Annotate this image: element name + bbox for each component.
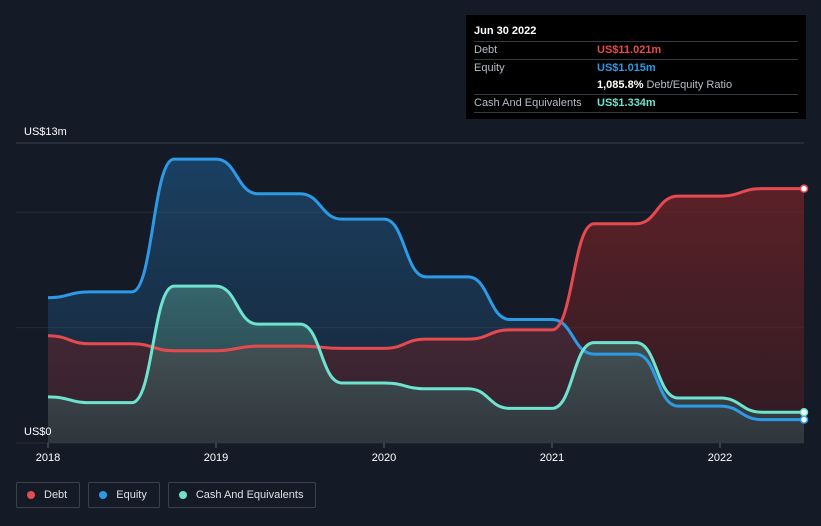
line-debt xyxy=(47,187,804,353)
end-marker-debt xyxy=(799,184,809,193)
end-marker-equity xyxy=(799,415,809,424)
legend-dot-icon xyxy=(27,491,35,499)
line-cash-and-equivalents xyxy=(47,284,804,414)
tooltip-value: 1,085.8% xyxy=(597,79,644,91)
tooltip-label: Cash And Equivalents xyxy=(474,97,582,109)
tooltip-label xyxy=(474,77,597,94)
legend-dot-icon xyxy=(178,491,187,499)
legend-label: Equity xyxy=(116,489,147,501)
y-axis-bottom-label: US$0 xyxy=(24,426,52,438)
x-tick-label: 2020 xyxy=(372,452,396,464)
legend-item-equity[interactable]: Equity xyxy=(88,482,160,508)
tooltip-row-equity: Equity US$1.015m xyxy=(474,59,798,77)
tooltip-label: Equity xyxy=(474,62,505,74)
end-marker-cash-and-equivalents xyxy=(799,407,809,417)
line-equity xyxy=(47,157,804,422)
legend-item-cash[interactable]: Cash And Equivalents xyxy=(167,482,317,508)
tooltip-suffix: Debt/Equity Ratio xyxy=(646,79,733,91)
x-tick-label: 2021 xyxy=(540,452,564,464)
chart-legend: Debt Equity Cash And Equivalents xyxy=(16,482,317,508)
hover-tooltip: Jun 30 2022 Debt US$11.021m Equity US$1.… xyxy=(466,15,806,119)
x-tick-label: 2018 xyxy=(36,452,60,464)
legend-label: Cash And Equivalents xyxy=(195,489,304,501)
tooltip-value: US$1.015m xyxy=(597,62,656,74)
area-cash-and-equivalents xyxy=(48,286,804,443)
legend-label: Debt xyxy=(44,489,68,501)
series-areas xyxy=(48,159,804,443)
tooltip-row-ratio: 1,085.8% Debt/Equity Ratio xyxy=(474,77,798,94)
tooltip-row-cash: Cash And Equivalents US$1.334m xyxy=(474,94,798,113)
y-axis-top-label: US$13m xyxy=(24,126,67,138)
legend-item-debt[interactable]: Debt xyxy=(16,482,81,508)
legend-dot-icon xyxy=(99,491,108,499)
tooltip-value: US$11.021m xyxy=(597,44,662,56)
x-axis: 2018 2019 2020 2021 2022 xyxy=(36,443,732,464)
series-lines xyxy=(47,157,804,422)
tooltip-label: Debt xyxy=(474,44,498,56)
x-tick-label: 2019 xyxy=(204,452,228,464)
tooltip-date: Jun 30 2022 xyxy=(474,25,537,37)
x-tick-label: 2022 xyxy=(708,452,732,464)
tooltip-value: US$1.334m xyxy=(597,97,656,109)
series-end-markers xyxy=(799,184,809,424)
tooltip-row-debt: Debt US$11.021m xyxy=(474,41,798,59)
